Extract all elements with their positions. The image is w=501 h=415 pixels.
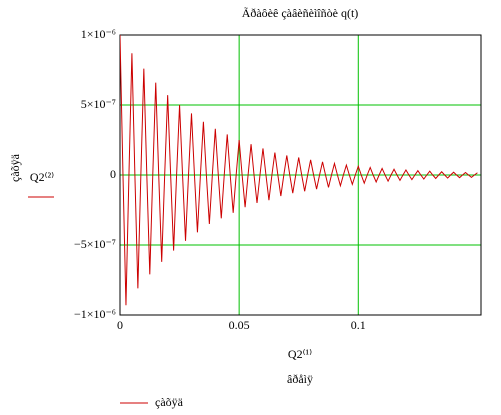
y-tick-label: 1×10⁻⁶ bbox=[81, 27, 116, 41]
x-tick-label: 0.05 bbox=[229, 318, 250, 332]
y-axis-label: çàõÿä bbox=[8, 153, 22, 182]
x-axis-label: âðåìÿ bbox=[287, 372, 313, 386]
series-line bbox=[120, 34, 478, 306]
x-tick-label: 0.1 bbox=[351, 318, 366, 332]
legend-label: çàõÿä bbox=[155, 395, 184, 409]
y-tick-label: 5×10⁻⁷ bbox=[81, 97, 116, 111]
y-tick-label: −1×10⁻⁶ bbox=[74, 307, 116, 321]
plot-frame bbox=[119, 34, 482, 316]
y-axis-expression: Q2⁽²⁾ bbox=[30, 170, 54, 184]
x-axis-expression: Q2⁽¹⁾ bbox=[288, 347, 312, 361]
x-tick-label: 0 bbox=[117, 318, 123, 332]
y-tick-label: −5×10⁻⁷ bbox=[74, 237, 116, 251]
chart-title: Ãðàôèê çàâèñèìîñòè q(t) bbox=[242, 6, 359, 20]
y-tick-label: 0 bbox=[110, 167, 116, 181]
